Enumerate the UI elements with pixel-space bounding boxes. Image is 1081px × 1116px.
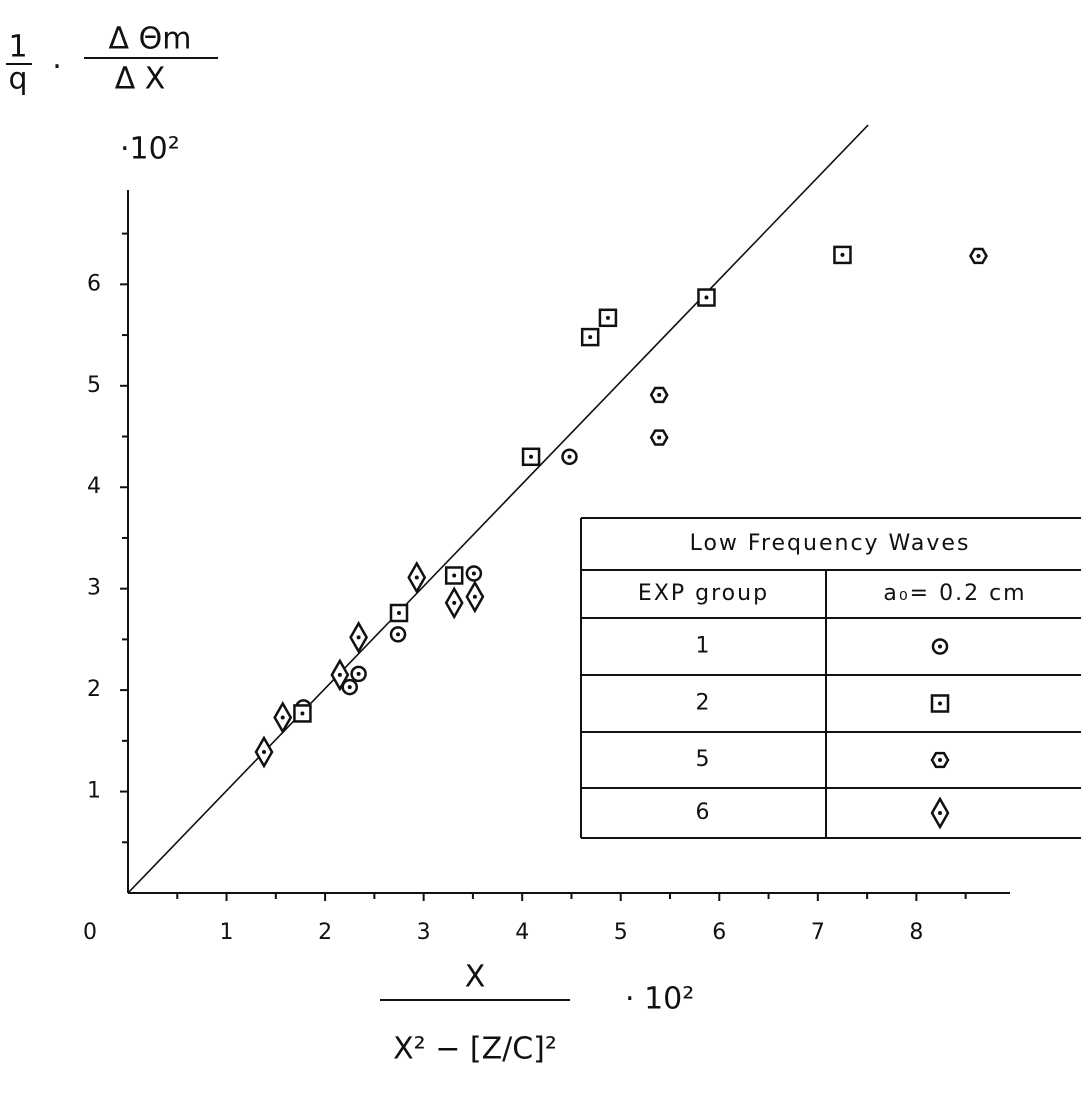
x-tick-label: 1 (220, 920, 234, 945)
x-tick-label: 3 (417, 920, 431, 945)
marker-dot (588, 335, 593, 340)
marker-dot (337, 672, 342, 677)
legend-label: 1 (696, 634, 712, 659)
x-tick-label: 7 (811, 920, 825, 945)
marker (293, 704, 312, 723)
marker (969, 247, 988, 265)
marker-dot (280, 715, 285, 720)
y-label-part: Δ Θm (109, 22, 192, 57)
marker (930, 694, 950, 713)
marker-dot (261, 749, 266, 754)
x-tick-label: 4 (515, 920, 529, 945)
marker-dot (976, 253, 981, 258)
marker (273, 700, 293, 735)
y-tick-label: 3 (87, 576, 101, 601)
y-label: 1 q · Δ Θm Δ X ·10² (6, 22, 218, 167)
x-scale: · 10² (625, 982, 694, 1017)
marker (407, 560, 427, 595)
y-tick-label: 6 (87, 271, 101, 296)
marker-dot (414, 575, 419, 580)
marker (465, 565, 483, 582)
x-label: X X² − [Z/C]² · 10² (380, 960, 694, 1067)
marker-dot (657, 392, 662, 397)
marker (350, 665, 367, 683)
marker-dot (840, 252, 845, 257)
marker-dot (452, 600, 457, 605)
marker-dot (938, 758, 942, 762)
marker (465, 580, 485, 614)
marker (389, 603, 409, 623)
marker-dot (356, 635, 361, 640)
marker-dot (938, 701, 942, 706)
marker-dot (452, 573, 457, 578)
marker-dot (471, 571, 476, 576)
y-tick-label: 2 (87, 677, 101, 702)
y-scale: ·10² (120, 132, 180, 167)
marker (444, 566, 464, 585)
x-tick-label: 6 (712, 920, 726, 945)
x-tick-label: 0 (83, 920, 97, 945)
legend-label: 2 (696, 691, 712, 716)
legend-header: a₀= 0.2 cm (883, 581, 1026, 606)
x-label-part: X (465, 960, 486, 995)
marker-dot (938, 644, 942, 649)
marker (341, 678, 358, 696)
y-tick-label: 1 (87, 779, 101, 804)
marker (697, 288, 716, 307)
x-tick-label: 5 (614, 920, 628, 945)
marker-dot (938, 811, 942, 815)
y-tick-label: 4 (87, 474, 101, 499)
y-tick-label: 5 (87, 373, 101, 398)
marker (349, 620, 369, 654)
marker-dot (657, 435, 662, 440)
y-label-part: Δ X (115, 62, 166, 97)
marker-dot (605, 315, 610, 320)
marker (931, 638, 949, 655)
legend-title: Low Frequency Waves (690, 531, 971, 556)
marker (389, 626, 407, 643)
marker (930, 751, 950, 769)
marker-dot (472, 594, 477, 599)
marker (521, 447, 541, 467)
y-label-part: q (8, 62, 27, 97)
marker (930, 796, 950, 830)
marker-dot (529, 454, 534, 459)
legend-header: EXP group (638, 581, 769, 606)
y-label-part: 1 (8, 30, 27, 65)
marker-dot (396, 632, 401, 637)
x-label-part: X² − [Z/C]² (393, 1032, 557, 1067)
marker-dot (704, 295, 709, 300)
x-tick-label: 2 (318, 920, 332, 945)
marker-dot (356, 671, 361, 676)
marker (833, 245, 852, 265)
legend-label: 6 (696, 800, 712, 825)
marker (580, 327, 600, 347)
fit-line (127, 124, 869, 894)
marker-dot (567, 454, 572, 459)
legend: Low Frequency Waves EXP group a₀= 0.2 cm 1 2… (580, 517, 1081, 839)
marker (649, 386, 669, 404)
marker-dot (347, 685, 352, 690)
marker (444, 586, 464, 620)
marker (330, 658, 350, 692)
legend-label: 5 (696, 747, 712, 772)
marker (561, 448, 578, 466)
y-label-part: · (52, 50, 62, 85)
marker (254, 735, 274, 769)
marker-dot (397, 611, 402, 616)
x-tick-label: 8 (909, 920, 923, 945)
marker (649, 429, 669, 446)
marker (598, 308, 618, 328)
marker-dot (300, 711, 305, 716)
